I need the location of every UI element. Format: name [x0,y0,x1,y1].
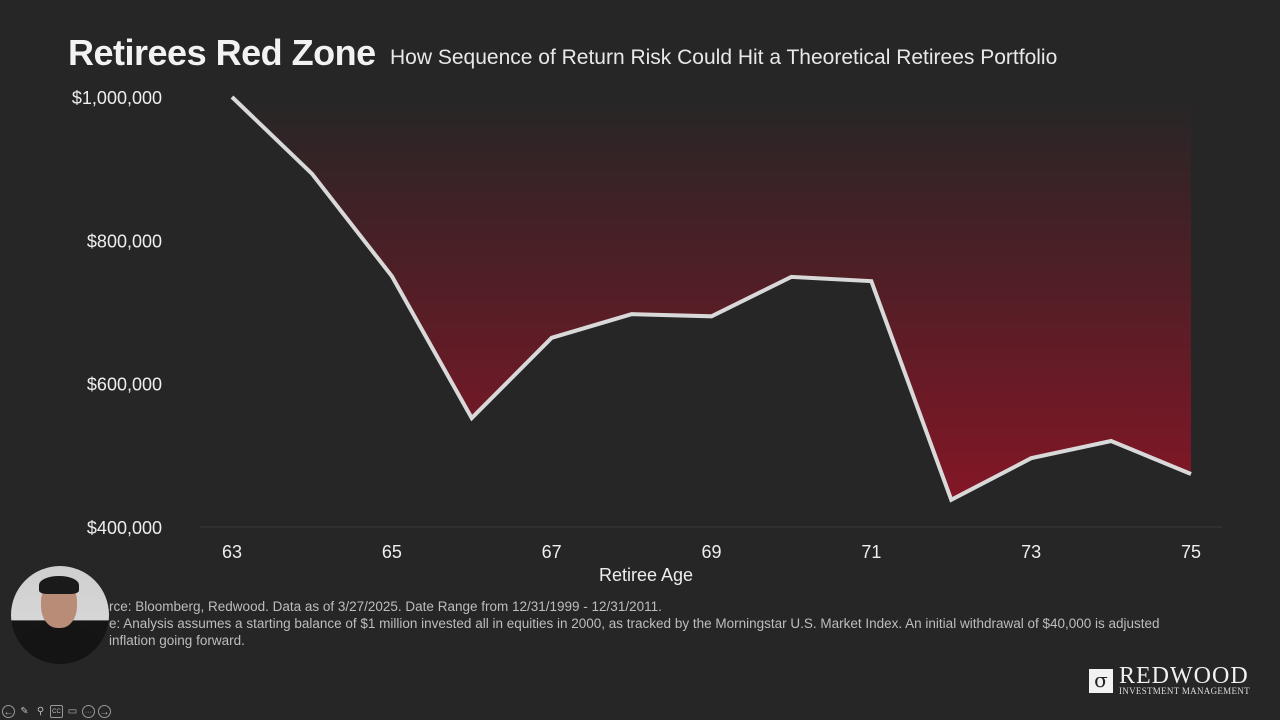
x-tick-label: 73 [1021,542,1041,562]
x-tick-label: 67 [542,542,562,562]
captions-icon[interactable]: CC [50,705,63,718]
chart-subtitle: How Sequence of Return Risk Could Hit a … [390,46,1058,69]
y-tick-label: $1,000,000 [72,88,162,108]
footnote-note-cont: inflation going forward. [109,633,245,648]
previous-slide-icon[interactable]: ← [2,705,15,718]
logo-name: REDWOOD [1119,663,1249,689]
zoom-icon[interactable]: ⚲ [36,706,45,717]
y-tick-label: $600,000 [87,375,162,395]
presenter-video-avatar [11,566,109,664]
red-zone-area [232,97,1191,500]
video-icon[interactable]: ▭ [67,706,78,717]
x-tick-label: 75 [1181,542,1201,562]
redwood-logo: σ REDWOOD INVESTMENT MANAGEMENT [1089,663,1250,696]
y-tick-label: $400,000 [87,518,162,538]
presentation-toolbar: ← ✎ ⚲ CC ▭ ··· → [2,705,111,718]
footnotes: rce: Bloomberg, Redwood. Data as of 3/27… [109,598,1160,649]
y-tick-label: $800,000 [87,231,162,251]
x-tick-label: 71 [861,542,881,562]
next-slide-icon[interactable]: → [98,705,111,718]
chart-title: Retirees Red Zone [68,32,376,73]
x-axis-label: Retiree Age [599,565,693,585]
portfolio-line [230,95,1192,503]
more-options-icon[interactable]: ··· [82,705,95,718]
logo-mark-icon: σ [1089,669,1113,693]
logo-sub: INVESTMENT MANAGEMENT [1119,686,1250,696]
footnote-note: e: Analysis assumes a starting balance o… [109,616,1160,631]
x-tick-label: 69 [701,542,721,562]
x-tick-label: 63 [222,542,242,562]
pen-icon[interactable]: ✎ [20,706,29,717]
footnote-source: rce: Bloomberg, Redwood. Data as of 3/27… [109,599,662,614]
x-tick-label: 65 [382,542,402,562]
